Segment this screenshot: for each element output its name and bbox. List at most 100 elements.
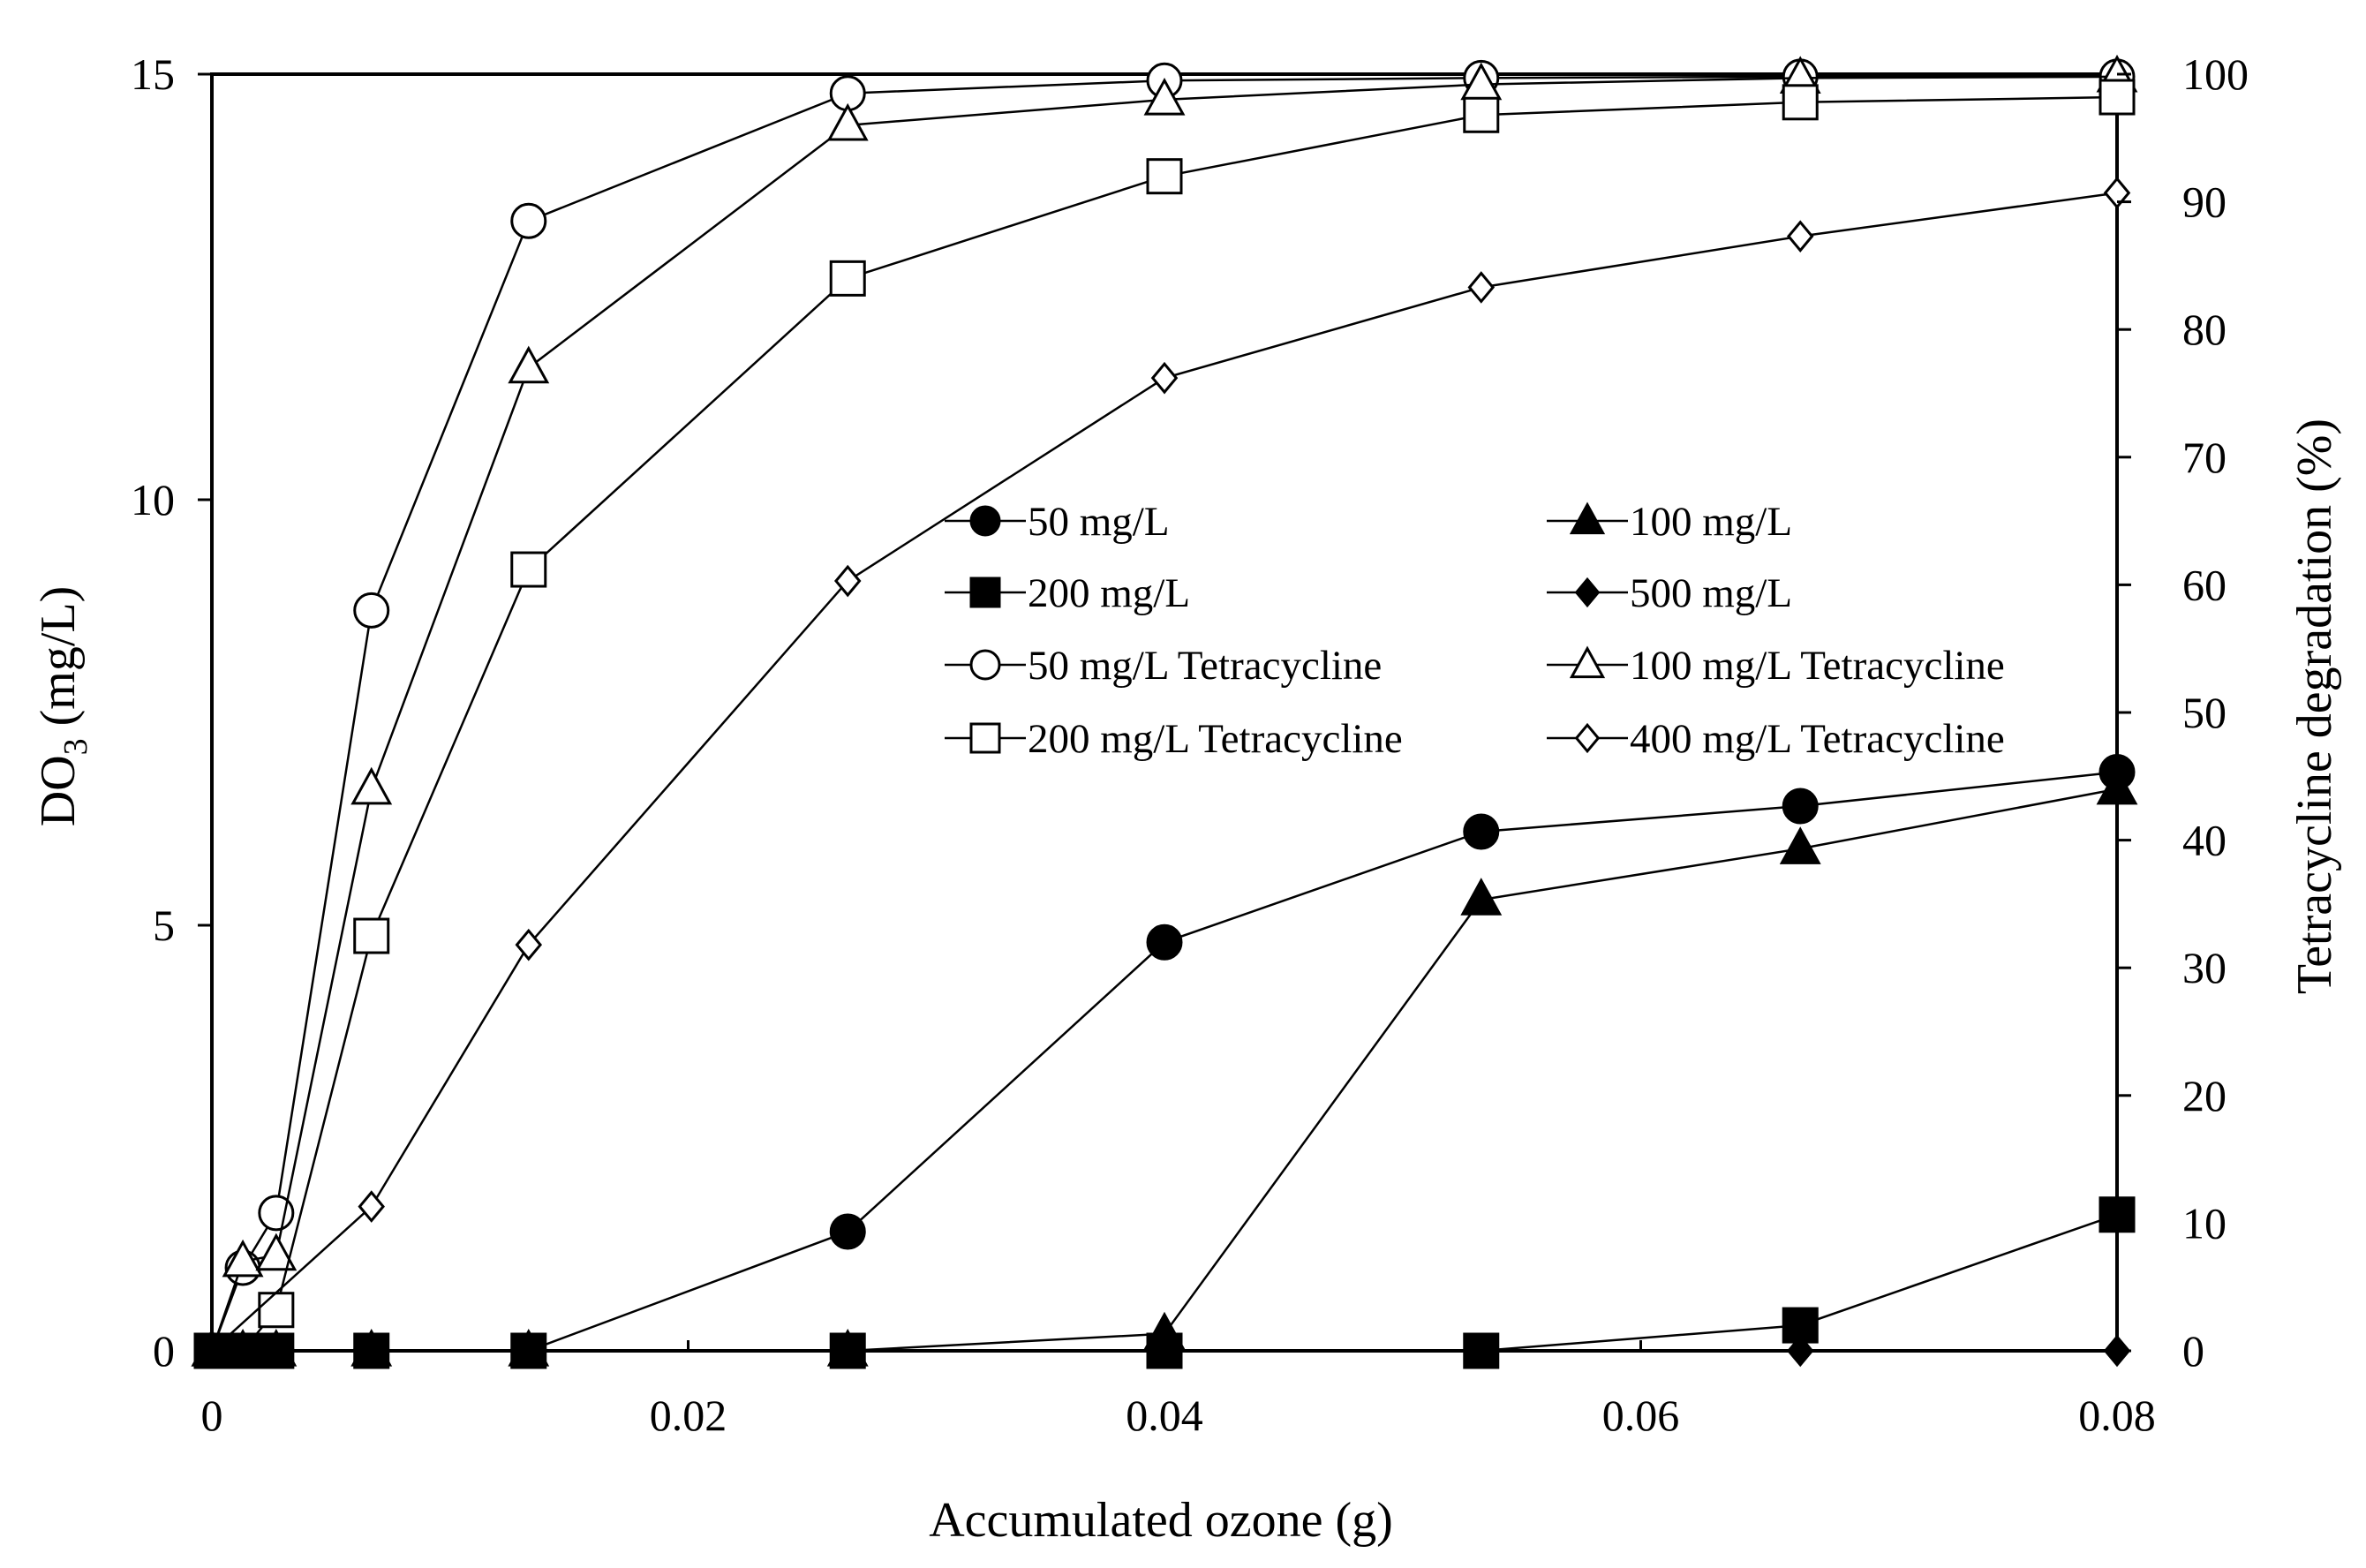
legend-label: 500 mg/L <box>1630 570 1792 616</box>
legend-label: 200 mg/L Tetracycline <box>1028 716 1403 762</box>
x-tick-label: 0.06 <box>1602 1391 1680 1440</box>
data-point <box>508 345 550 384</box>
y-axis-label-left: DO3 (mg/L) <box>31 586 94 827</box>
data-point <box>1463 96 1500 133</box>
data-point <box>353 592 390 629</box>
data-point <box>833 564 862 598</box>
y-axis-label-left-subscript: 3 <box>57 738 94 755</box>
data-point <box>1786 220 1814 253</box>
data-point <box>515 928 543 961</box>
y-left-tick-label: 0 <box>153 1326 175 1376</box>
data-point <box>258 1292 295 1329</box>
legend-entry: 400 mg/L Tetracycline <box>1547 716 2005 762</box>
data-point <box>1467 271 1496 304</box>
series-50-mg-l <box>193 753 2136 1369</box>
y-right-tick-label: 50 <box>2182 688 2227 737</box>
legend-label: 50 mg/L <box>1028 499 1170 545</box>
legend-marker <box>1569 645 1606 679</box>
data-point <box>1150 361 1179 395</box>
y-right-tick-label: 40 <box>2182 816 2227 865</box>
data-point <box>1782 84 1819 121</box>
legend-entry: 50 mg/L <box>945 499 1170 545</box>
legend-entry: 500 mg/L <box>1547 570 1792 616</box>
data-point <box>358 1190 385 1223</box>
y-right-tick-label: 0 <box>2182 1326 2204 1376</box>
data-point <box>2099 79 2136 116</box>
legend-label: 400 mg/L Tetracycline <box>1630 716 2005 762</box>
series-400-mg-l-tetracycline <box>198 177 2131 1368</box>
legend-label: 50 mg/L Tetracycline <box>1028 643 1382 689</box>
legend-entry: 200 mg/L <box>945 570 1190 616</box>
data-point <box>2103 177 2131 209</box>
data-point <box>1460 878 1503 916</box>
data-point <box>350 766 393 805</box>
data-point <box>262 1334 290 1368</box>
data-point <box>1782 1307 1819 1344</box>
ticks-layer: 0 0.02 0.04 0.06 0.08 0 5 10 15 0 10 20 30 40 50 60 70 80… <box>131 49 2249 1440</box>
x-tick-label: 0.02 <box>650 1391 727 1440</box>
plot-frame <box>210 72 2119 1353</box>
legend-label: 200 mg/L <box>1028 570 1190 616</box>
data-point <box>1467 1334 1496 1368</box>
series-50-mg-l-tetracycline <box>193 58 2136 1369</box>
y-axis-label-right: Tetracycline degradation (%) <box>2287 418 2342 994</box>
legend-marker <box>1574 722 1601 754</box>
series-line <box>211 192 2118 1352</box>
y-right-tick-label: 80 <box>2182 305 2227 354</box>
data-point <box>1146 158 1183 195</box>
y-right-tick-label: 90 <box>2182 177 2227 227</box>
y-axis-label-left-main: DO <box>31 755 86 826</box>
series-line <box>212 95 2118 1353</box>
legend-entry: 200 mg/L Tetracycline <box>945 716 1403 762</box>
data-point <box>358 1334 385 1368</box>
series-line <box>212 771 2118 1353</box>
series-line <box>210 75 2118 1352</box>
data-point <box>1782 788 1819 825</box>
y-right-tick-label: 100 <box>2182 49 2249 99</box>
data-point <box>510 551 547 588</box>
x-tick-label: 0 <box>201 1391 223 1440</box>
data-point <box>510 202 547 239</box>
data-point <box>826 102 869 141</box>
x-axis-label: Accumulated ozone (g) <box>929 1493 1393 1548</box>
y-left-tick-label: 15 <box>131 49 175 99</box>
data-point <box>1463 813 1500 850</box>
legend-marker <box>969 722 1001 754</box>
legend-marker <box>969 505 1001 537</box>
legend-marker <box>969 577 1001 608</box>
y-axis-label-left-unit: (mg/L) <box>31 586 86 739</box>
series-100-mg-l-tetracycline <box>191 54 2138 1367</box>
data-point <box>229 1334 257 1368</box>
y-right-tick-label: 20 <box>2182 1071 2227 1120</box>
data-point <box>515 1334 543 1368</box>
legend-marker <box>969 649 1001 681</box>
x-tick-label: 0.08 <box>2078 1391 2156 1440</box>
data-point <box>222 1239 264 1278</box>
data-point <box>353 917 390 954</box>
data-point <box>2099 1196 2136 1233</box>
data-point <box>1779 826 1821 864</box>
legend-entry: 100 mg/L <box>1547 499 1792 545</box>
series-line <box>210 75 2117 1352</box>
y-right-tick-label: 70 <box>2182 433 2227 482</box>
y-right-tick-label: 60 <box>2182 560 2227 609</box>
data-point <box>255 1233 298 1271</box>
legend-marker <box>1569 501 1606 535</box>
series-100-mg-l <box>191 766 2138 1367</box>
y-left-tick-label: 5 <box>153 901 175 950</box>
series-line <box>212 788 2118 1353</box>
x-tick-label: 0.04 <box>1126 1391 1203 1440</box>
legend-entry: 100 mg/L Tetracycline <box>1547 643 2005 689</box>
legend-label: 100 mg/L Tetracycline <box>1630 643 2005 689</box>
y-left-tick-label: 10 <box>131 475 175 524</box>
data-point <box>1146 923 1183 961</box>
legend: 50 mg/L 100 mg/L 200 mg/L 500 mg/L 50 mg/L T… <box>945 499 2005 762</box>
legend-marker <box>1574 577 1601 608</box>
data-point <box>258 1195 295 1232</box>
data-point <box>1143 77 1186 116</box>
legend-label: 100 mg/L <box>1630 499 1792 545</box>
data-point <box>829 1213 866 1250</box>
legend-entry: 50 mg/L Tetracycline <box>945 643 1382 689</box>
y-right-tick-label: 10 <box>2182 1198 2227 1248</box>
